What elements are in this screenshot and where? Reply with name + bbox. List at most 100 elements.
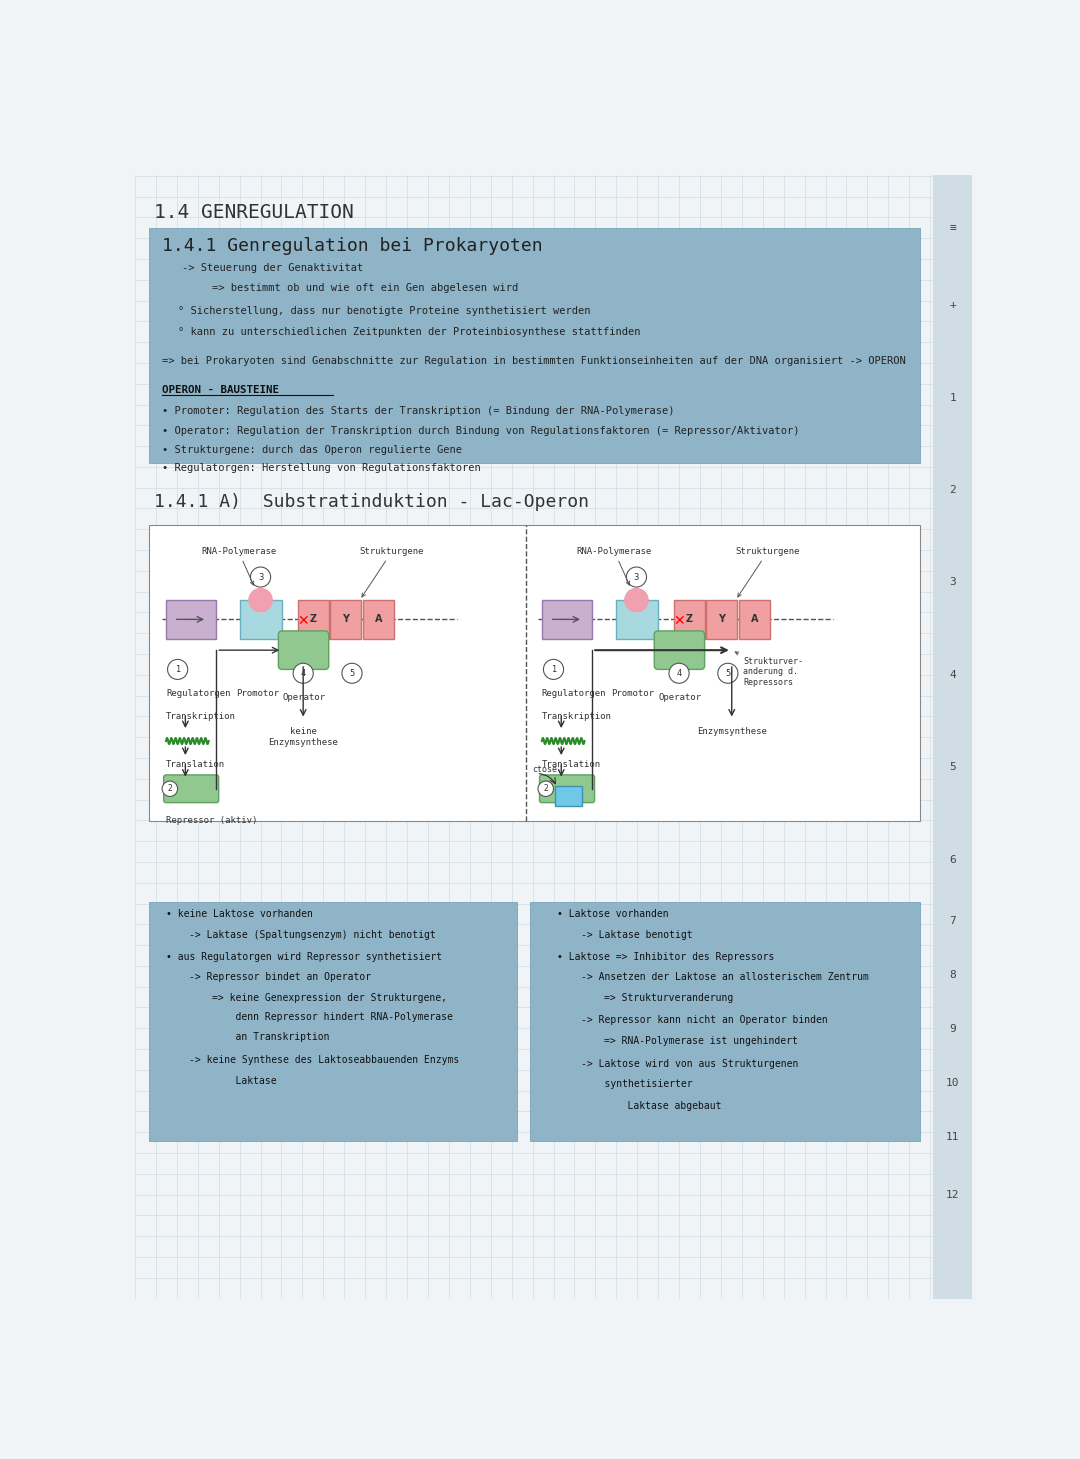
Text: ✕: ✕	[673, 614, 685, 627]
Text: Laktase: Laktase	[213, 1077, 278, 1087]
Text: 1.4.1 A)  Substratinduktion - Lac-Operon: 1.4.1 A) Substratinduktion - Lac-Operon	[154, 493, 590, 511]
Text: => RNA-Polymerase ist ungehindert: => RNA-Polymerase ist ungehindert	[604, 1036, 798, 1046]
Text: 3: 3	[258, 572, 264, 582]
Text: 9: 9	[949, 1024, 956, 1034]
Text: 5: 5	[349, 668, 354, 678]
FancyBboxPatch shape	[363, 600, 394, 639]
Text: • Regulatorgen: Herstellung von Regulationsfaktoren: • Regulatorgen: Herstellung von Regulati…	[162, 464, 481, 474]
FancyBboxPatch shape	[166, 600, 216, 639]
Text: • Operator: Regulation der Transkription durch Bindung von Regulationsfaktoren (: • Operator: Regulation der Transkription…	[162, 426, 799, 436]
Text: Repressor (aktiv): Repressor (aktiv)	[166, 816, 257, 824]
Text: Z: Z	[686, 614, 692, 624]
Text: 2: 2	[949, 484, 956, 495]
FancyBboxPatch shape	[298, 600, 328, 639]
FancyBboxPatch shape	[149, 525, 920, 821]
Text: Strukturver-
anderung d.
Repressors: Strukturver- anderung d. Repressors	[735, 652, 804, 687]
Text: 4: 4	[676, 668, 681, 678]
Text: 10: 10	[946, 1078, 959, 1088]
Text: 6: 6	[949, 855, 956, 865]
Text: Strukturgene: Strukturgene	[735, 547, 800, 597]
Text: Operator: Operator	[282, 693, 325, 702]
Text: • Laktose vorhanden: • Laktose vorhanden	[557, 909, 669, 919]
Text: Operator: Operator	[658, 693, 701, 702]
Text: • Strukturgene: durch das Operon regulierte Gene: • Strukturgene: durch das Operon regulie…	[162, 445, 462, 455]
Text: • Laktose => Inhibitor des Repressors: • Laktose => Inhibitor des Repressors	[557, 951, 774, 961]
Text: 4: 4	[949, 670, 956, 680]
Text: 11: 11	[946, 1132, 959, 1142]
Circle shape	[669, 664, 689, 683]
Text: Translation: Translation	[542, 760, 600, 769]
Text: 5: 5	[726, 668, 730, 678]
Text: ✕: ✕	[297, 614, 309, 627]
Text: 1.4.1 Genregulation bei Prokaryoten: 1.4.1 Genregulation bei Prokaryoten	[162, 236, 543, 255]
Circle shape	[626, 568, 647, 587]
Text: -> Laktase (Spaltungsenzym) nicht benotigt: -> Laktase (Spaltungsenzym) nicht benoti…	[189, 929, 436, 940]
Text: denn Repressor hindert RNA-Polymerase: denn Repressor hindert RNA-Polymerase	[213, 1013, 454, 1023]
FancyBboxPatch shape	[530, 902, 920, 1141]
FancyBboxPatch shape	[240, 600, 282, 639]
FancyBboxPatch shape	[674, 600, 704, 639]
Text: 2: 2	[543, 785, 549, 794]
Text: ° kann zu unterschiedlichen Zeitpunkten der Proteinbiosynthese stattfinden: ° kann zu unterschiedlichen Zeitpunkten …	[177, 327, 640, 337]
Text: Regulatorgen: Regulatorgen	[166, 689, 230, 697]
Text: 4: 4	[300, 668, 306, 678]
FancyBboxPatch shape	[542, 600, 592, 639]
Text: -> Ansetzen der Laktose an allosterischem Zentrum: -> Ansetzen der Laktose an allosterische…	[581, 972, 868, 982]
FancyBboxPatch shape	[330, 600, 362, 639]
Text: +: +	[949, 301, 956, 311]
Text: Y: Y	[718, 614, 725, 624]
Text: Transkription: Transkription	[542, 712, 611, 721]
Text: -> Repressor bindet an Operator: -> Repressor bindet an Operator	[189, 972, 372, 982]
Text: 5: 5	[949, 762, 956, 772]
Circle shape	[342, 664, 362, 683]
Text: • keine Laktose vorhanden: • keine Laktose vorhanden	[166, 909, 313, 919]
Circle shape	[718, 664, 738, 683]
Circle shape	[538, 781, 554, 797]
Text: Strukturgene: Strukturgene	[360, 547, 424, 597]
FancyBboxPatch shape	[933, 175, 972, 1299]
Text: • Promoter: Regulation des Starts der Transkription (= Bindung der RNA-Polymeras: • Promoter: Regulation des Starts der Tr…	[162, 407, 675, 416]
FancyBboxPatch shape	[149, 902, 517, 1141]
Text: RNA-Polymerase: RNA-Polymerase	[201, 547, 276, 585]
Text: 7: 7	[949, 916, 956, 926]
Text: 3: 3	[949, 578, 956, 588]
Circle shape	[162, 781, 177, 797]
FancyBboxPatch shape	[279, 630, 328, 670]
Text: A: A	[375, 614, 382, 624]
Circle shape	[248, 588, 272, 611]
Text: Y: Y	[342, 614, 349, 624]
Text: Regulatorgen: Regulatorgen	[542, 689, 606, 697]
Text: Laktase abgebaut: Laktase abgebaut	[604, 1102, 721, 1110]
Text: 1: 1	[551, 665, 556, 674]
Text: • aus Regulatorgen wird Repressor synthetisiert: • aus Regulatorgen wird Repressor synthe…	[166, 951, 442, 961]
Text: -> Laktase benotigt: -> Laktase benotigt	[581, 929, 692, 940]
FancyBboxPatch shape	[739, 600, 770, 639]
Text: -> Steuerung der Genaktivitat: -> Steuerung der Genaktivitat	[181, 263, 363, 273]
Text: OPERON - BAUSTEINE: OPERON - BAUSTEINE	[162, 385, 279, 395]
Text: => bei Prokaryoten sind Genabschnitte zur Regulation in bestimmten Funktionseinh: => bei Prokaryoten sind Genabschnitte zu…	[162, 356, 906, 366]
FancyBboxPatch shape	[540, 775, 595, 802]
FancyBboxPatch shape	[149, 228, 920, 463]
Text: 2: 2	[167, 785, 172, 794]
Text: RNA-Polymerase: RNA-Polymerase	[577, 547, 652, 585]
Text: => keine Genexpression der Strukturgene,: => keine Genexpression der Strukturgene,	[213, 994, 447, 1004]
Text: => bestimmt ob und wie oft ein Gen abgelesen wird: => bestimmt ob und wie oft ein Gen abgel…	[213, 283, 518, 293]
Text: -> keine Synthese des Laktoseabbauenden Enzyms: -> keine Synthese des Laktoseabbauenden …	[189, 1055, 459, 1065]
Text: -> Repressor kann nicht an Operator binden: -> Repressor kann nicht an Operator bind…	[581, 1015, 827, 1024]
Text: Z: Z	[310, 614, 316, 624]
Text: Promotor: Promotor	[235, 689, 279, 697]
Text: 1.4 GENREGULATION: 1.4 GENREGULATION	[154, 203, 354, 222]
Circle shape	[251, 568, 271, 587]
Text: Enzymsynthese: Enzymsynthese	[697, 727, 767, 737]
Text: ° Sicherstellung, dass nur benotigte Proteine synthetisiert werden: ° Sicherstellung, dass nur benotigte Pro…	[177, 306, 590, 317]
Text: an Transkription: an Transkription	[213, 1032, 330, 1042]
Text: Translation: Translation	[166, 760, 225, 769]
Circle shape	[293, 664, 313, 683]
FancyBboxPatch shape	[706, 600, 738, 639]
FancyBboxPatch shape	[164, 775, 218, 802]
Text: 3: 3	[634, 572, 639, 582]
Text: keine
Enzymsynthese: keine Enzymsynthese	[268, 727, 338, 747]
Text: synthetisierter: synthetisierter	[581, 1080, 692, 1090]
Circle shape	[543, 659, 564, 680]
Text: => Strukturveranderung: => Strukturveranderung	[604, 994, 733, 1004]
